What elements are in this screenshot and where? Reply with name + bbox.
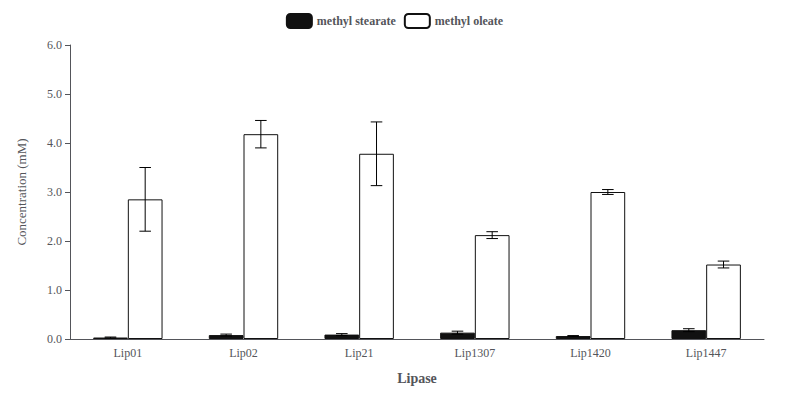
svg-text:Lip01: Lip01 xyxy=(113,346,142,360)
svg-text:Concentration (mM): Concentration (mM) xyxy=(14,138,29,245)
svg-text:Lip1307: Lip1307 xyxy=(454,346,495,360)
svg-text:Lip1447: Lip1447 xyxy=(686,346,727,360)
svg-text:5.0: 5.0 xyxy=(47,87,62,101)
svg-text:0.0: 0.0 xyxy=(47,332,62,346)
svg-text:1.0: 1.0 xyxy=(47,283,62,297)
svg-text:2.0: 2.0 xyxy=(47,234,62,248)
svg-text:4.0: 4.0 xyxy=(47,136,62,150)
svg-text:3.0: 3.0 xyxy=(47,185,62,199)
svg-text:Lip21: Lip21 xyxy=(345,346,374,360)
svg-text:Lipase: Lipase xyxy=(397,371,437,386)
svg-text:Lip02: Lip02 xyxy=(229,346,258,360)
svg-text:methyl stearate: methyl stearate xyxy=(317,14,397,28)
svg-text:Lip1420: Lip1420 xyxy=(570,346,611,360)
svg-text:6.0: 6.0 xyxy=(47,38,62,52)
svg-text:methyl oleate: methyl oleate xyxy=(435,14,504,28)
